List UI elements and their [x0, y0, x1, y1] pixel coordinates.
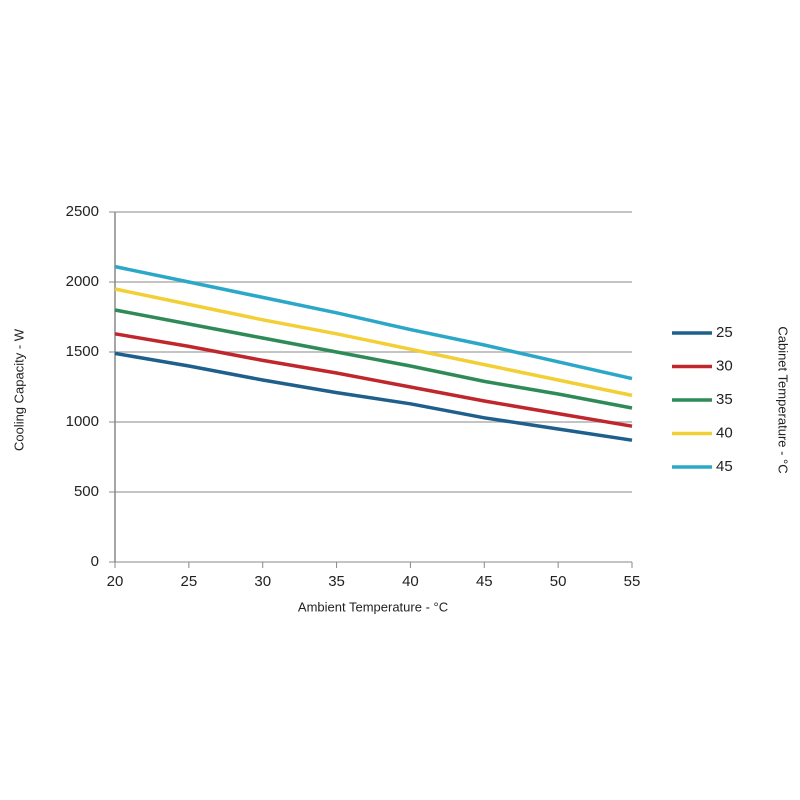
series-line — [114, 332, 633, 428]
series-line — [114, 351, 633, 442]
x-tick-label: 50 — [550, 573, 567, 590]
y-tick-label: 1500 — [66, 343, 99, 360]
x-tick-label: 30 — [254, 573, 271, 590]
legend-title: Cabinet Temperature - °C — [776, 326, 791, 473]
legend-label: 35 — [716, 391, 733, 408]
x-tick-label: 40 — [402, 573, 419, 590]
x-axis-label: Ambient Temperature - °C — [298, 599, 448, 614]
x-tick-label: 45 — [476, 573, 493, 590]
y-tick-label: 500 — [74, 483, 99, 500]
legend-label: 40 — [716, 424, 733, 441]
y-tick-label: 2500 — [66, 203, 99, 220]
y-axis-label: Cooling Capacity - W — [11, 328, 26, 451]
legend-label: 25 — [716, 324, 733, 341]
legend-label: 45 — [716, 458, 733, 475]
x-tick-label: 25 — [181, 573, 198, 590]
x-tick-label: 55 — [624, 573, 641, 590]
series-line — [114, 308, 633, 410]
x-tick-label: 20 — [107, 573, 124, 590]
series-line — [114, 287, 633, 398]
legend-label: 30 — [716, 357, 733, 374]
y-tick-label: 0 — [91, 553, 99, 570]
y-tick-label: 2000 — [66, 273, 99, 290]
series-line — [114, 264, 633, 381]
y-tick-label: 1000 — [66, 413, 99, 430]
x-tick-label: 35 — [328, 573, 345, 590]
